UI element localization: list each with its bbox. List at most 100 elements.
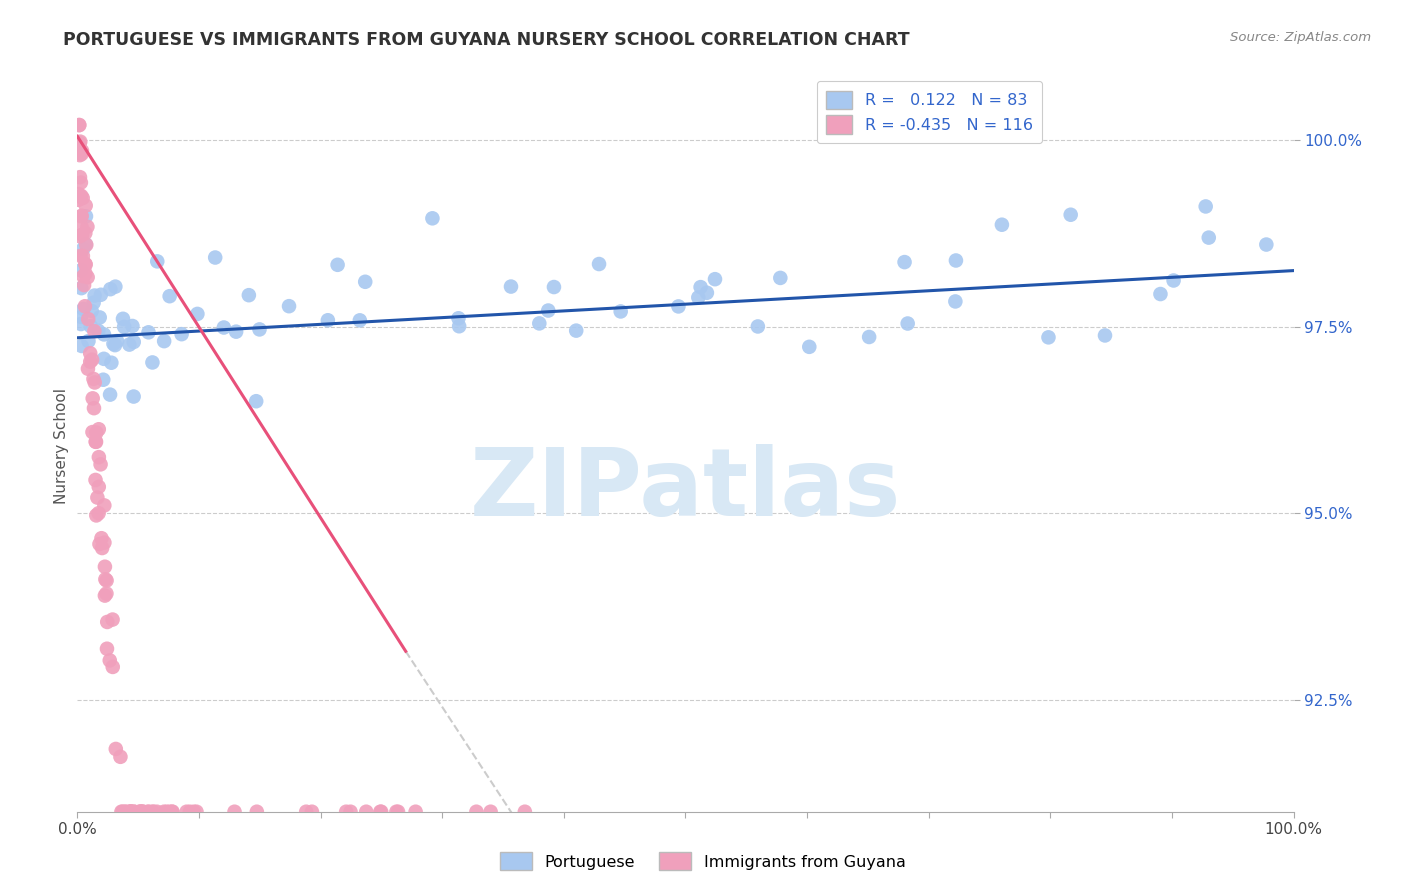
Point <box>111 311 134 326</box>
Point <box>77 361 100 376</box>
Point <box>295 805 318 819</box>
Point <box>80 352 103 367</box>
Point <box>225 325 247 339</box>
Point <box>84 473 107 487</box>
Point <box>1060 208 1083 222</box>
Point <box>104 338 127 352</box>
Point <box>588 257 610 271</box>
Point <box>104 279 127 293</box>
Point <box>82 425 104 439</box>
Point <box>111 805 134 819</box>
Point <box>83 295 105 310</box>
Point <box>90 287 112 301</box>
Point <box>689 280 711 294</box>
Point <box>387 805 409 819</box>
Point <box>87 506 110 520</box>
Point <box>115 805 138 819</box>
Point <box>447 311 470 326</box>
Point <box>82 392 104 406</box>
Point <box>159 289 181 303</box>
Point <box>513 805 536 819</box>
Point <box>96 615 118 629</box>
Point <box>249 322 271 336</box>
Point <box>120 805 142 819</box>
Point <box>246 805 269 819</box>
Point <box>86 508 108 523</box>
Point <box>93 351 115 366</box>
Point <box>245 394 267 409</box>
Point <box>132 805 155 819</box>
Point <box>72 191 94 205</box>
Point <box>79 319 101 334</box>
Point <box>70 310 93 324</box>
Point <box>238 288 260 302</box>
Point <box>96 574 118 588</box>
Point <box>90 531 112 545</box>
Point <box>86 491 108 505</box>
Point <box>204 251 226 265</box>
Point <box>93 327 115 342</box>
Point <box>897 317 920 331</box>
Point <box>349 313 371 327</box>
Point <box>370 805 392 819</box>
Text: ZIPatlas: ZIPatlas <box>470 444 901 536</box>
Point <box>83 376 105 390</box>
Point <box>354 275 377 289</box>
Point <box>370 805 392 819</box>
Point <box>565 324 588 338</box>
Point <box>75 198 97 212</box>
Point <box>80 304 103 318</box>
Point <box>79 346 101 360</box>
Point <box>609 304 631 318</box>
Point <box>858 330 880 344</box>
Point <box>94 559 117 574</box>
Point <box>100 282 122 296</box>
Point <box>84 434 107 449</box>
Point <box>98 387 121 401</box>
Point <box>101 613 124 627</box>
Point <box>1195 199 1218 213</box>
Point <box>704 272 727 286</box>
Point <box>70 219 93 234</box>
Point <box>1163 273 1185 287</box>
Legend: Portuguese, Immigrants from Guyana: Portuguese, Immigrants from Guyana <box>494 846 912 877</box>
Point <box>101 660 124 674</box>
Point <box>69 229 91 244</box>
Point <box>70 176 93 190</box>
Point <box>543 280 565 294</box>
Point <box>70 317 93 331</box>
Point <box>138 326 160 340</box>
Point <box>1149 287 1171 301</box>
Point <box>479 805 502 819</box>
Point <box>129 805 152 819</box>
Point <box>82 372 104 386</box>
Point <box>77 312 100 326</box>
Point <box>499 279 522 293</box>
Point <box>316 313 339 327</box>
Point <box>93 499 115 513</box>
Point <box>72 301 94 316</box>
Point <box>110 749 132 764</box>
Point <box>69 249 91 263</box>
Point <box>94 589 117 603</box>
Point <box>72 242 94 256</box>
Point <box>86 425 108 440</box>
Point <box>69 136 91 150</box>
Point <box>186 307 208 321</box>
Point <box>212 320 235 334</box>
Point <box>67 118 90 132</box>
Point <box>70 144 93 158</box>
Point <box>449 319 471 334</box>
Point <box>72 269 94 284</box>
Point <box>170 327 193 342</box>
Point <box>335 805 357 819</box>
Point <box>75 209 97 223</box>
Point <box>142 805 165 819</box>
Point <box>183 805 205 819</box>
Point <box>120 805 142 819</box>
Point <box>72 249 94 263</box>
Text: Source: ZipAtlas.com: Source: ZipAtlas.com <box>1230 31 1371 45</box>
Point <box>153 805 176 819</box>
Point <box>83 401 105 416</box>
Point <box>129 805 152 819</box>
